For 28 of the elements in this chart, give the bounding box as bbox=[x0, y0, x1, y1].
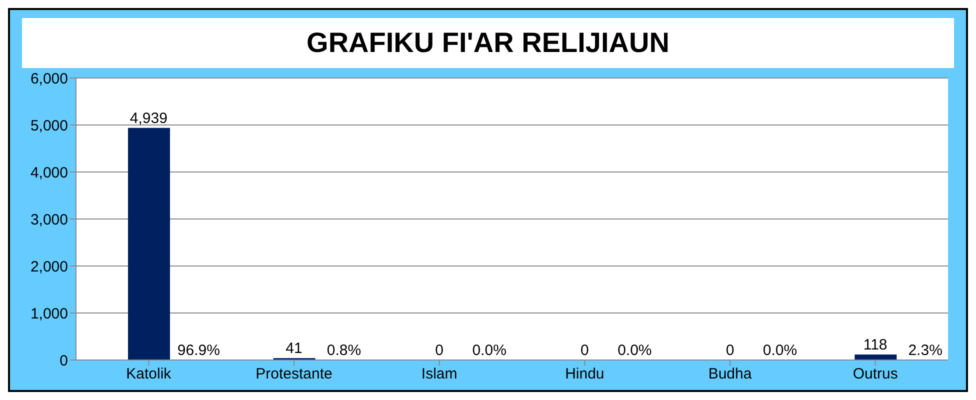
annotation: 0.0% bbox=[762, 342, 798, 359]
bar bbox=[854, 354, 897, 360]
annotation: 0.8% bbox=[326, 342, 362, 359]
x-tick-label: Outrus bbox=[852, 366, 898, 383]
data-label: 118 bbox=[863, 336, 888, 354]
y-tick-label: 4,000 bbox=[30, 164, 68, 182]
chart-title: GRAFIKU FI'AR RELIJIAUN bbox=[22, 18, 954, 68]
data-label: 0 bbox=[580, 342, 589, 359]
x-tick-label: Budha bbox=[708, 366, 752, 383]
y-tick-label: 3,000 bbox=[30, 211, 68, 228]
annotation: 2.3% bbox=[908, 342, 942, 359]
x-tick-label: Hindu bbox=[565, 366, 604, 383]
data-label: 0 bbox=[435, 342, 444, 359]
bar bbox=[128, 128, 170, 360]
y-tick-label: 6,000 bbox=[30, 70, 68, 88]
annotation: 96.9% bbox=[177, 342, 220, 359]
data-label: 41 bbox=[286, 340, 302, 358]
y-tick-label: 0 bbox=[60, 352, 68, 370]
x-tick-label: Protestante bbox=[256, 366, 332, 383]
y-tick-label: 1,000 bbox=[30, 305, 68, 322]
y-tick-label: 2,000 bbox=[30, 258, 68, 276]
annotation: 0.0% bbox=[472, 342, 506, 359]
x-tick-label: Islam bbox=[421, 366, 458, 383]
x-tick-label: Katolik bbox=[126, 366, 172, 383]
y-tick-label: 5,000 bbox=[30, 117, 68, 134]
data-label: 0 bbox=[726, 342, 734, 359]
annotation: 0.0% bbox=[618, 342, 652, 359]
data-label: 4,939 bbox=[130, 110, 168, 127]
